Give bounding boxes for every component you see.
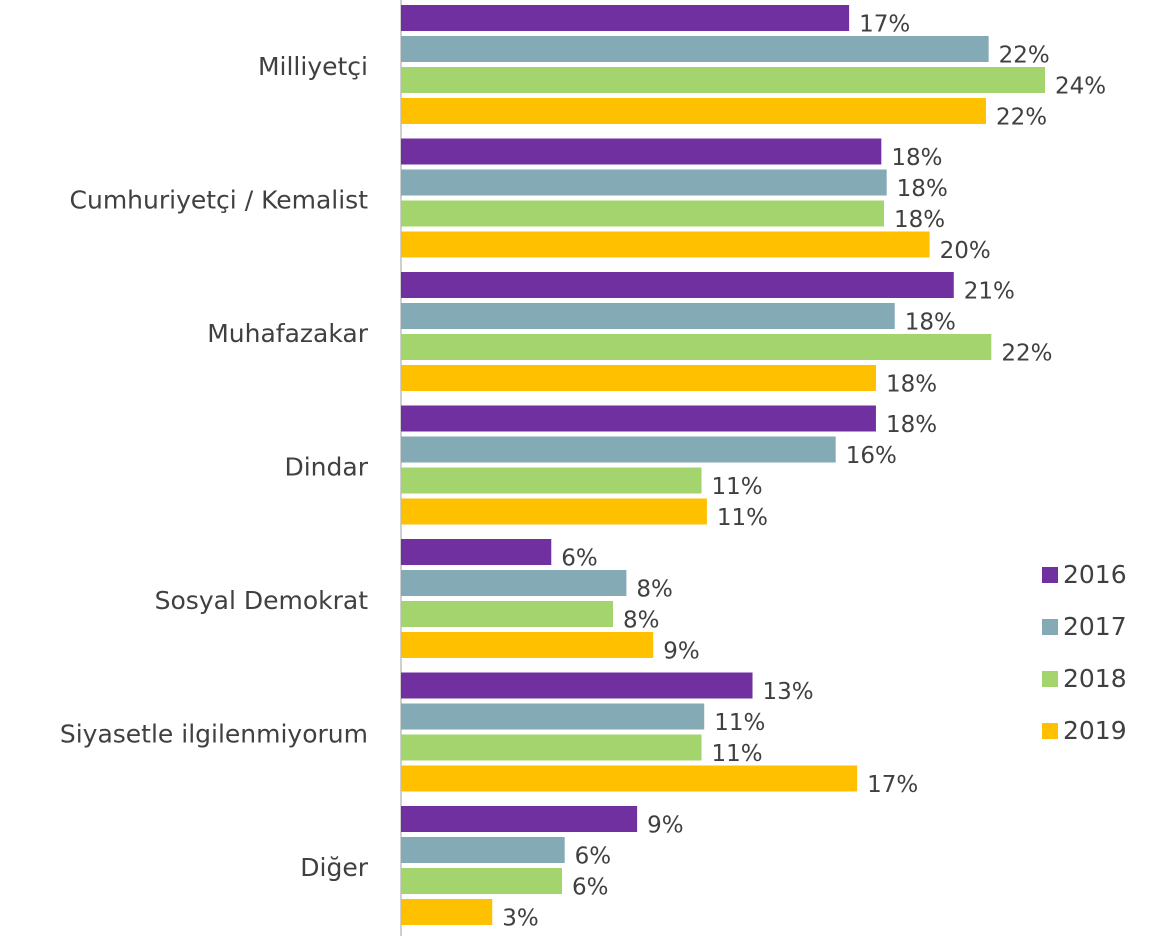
bar [401,868,562,894]
value-label: 20% [940,238,991,264]
value-label: 17% [867,772,918,798]
bar [401,138,882,165]
category-label: Siyasetle ilgilenmiyorum [60,720,368,749]
legend-swatch [1042,671,1058,687]
bar [401,5,850,31]
legend-label: 2016 [1063,560,1127,589]
bar [401,36,989,62]
value-label: 6% [575,844,612,870]
bar [401,498,707,525]
bar [401,405,876,432]
bar [401,837,565,863]
value-label: 17% [859,12,910,38]
value-label: 9% [663,639,700,665]
bar [401,570,627,596]
value-label: 18% [894,207,945,233]
category-label: Milliyetçi [258,52,368,81]
value-label: 8% [623,608,660,634]
value-label: 18% [886,412,937,438]
bar [401,632,654,658]
bar [401,67,1045,93]
bar [401,734,702,761]
bar [401,334,992,360]
category-label: Dindar [284,453,368,482]
legend-swatch [1042,619,1058,635]
value-label: 22% [1001,341,1052,367]
bar [401,272,954,298]
value-label: 8% [636,577,673,603]
legend-swatch [1042,567,1058,583]
bar [401,436,836,463]
bar [401,899,493,925]
value-label: 22% [999,43,1050,69]
category-label: Diğer [300,853,368,882]
category-label: Cumhuriyetçi / Kemalist [70,186,369,215]
bar [401,98,986,124]
bar [401,200,884,227]
category-label: Sosyal Demokrat [155,586,369,615]
bar [401,169,887,196]
value-label: 24% [1055,74,1106,100]
bar [401,467,702,494]
bar [401,765,858,792]
value-label: 13% [763,679,814,705]
value-label: 11% [717,505,768,531]
value-label: 18% [905,310,956,336]
value-label: 18% [897,176,948,202]
bar [401,601,613,627]
legend-label: 2018 [1063,664,1127,693]
legend-label: 2019 [1063,716,1127,745]
value-label: 22% [996,105,1047,131]
value-label: 6% [561,546,598,572]
value-label: 18% [886,372,937,398]
bar [401,231,930,258]
bar [401,539,552,565]
value-label: 21% [964,279,1015,305]
bar [401,703,705,730]
bar [401,672,753,699]
value-label: 16% [846,443,897,469]
value-label: 9% [647,813,684,839]
bar [401,303,895,329]
category-label: Muhafazakar [207,319,369,348]
value-label: 11% [712,474,763,500]
legend-label: 2017 [1063,612,1127,641]
value-label: 11% [712,741,763,767]
legend-swatch [1042,723,1058,739]
value-label: 11% [714,710,765,736]
bar [401,365,876,391]
value-label: 3% [502,906,539,932]
value-label: 18% [891,145,942,171]
value-label: 6% [572,875,609,901]
bar [401,806,638,832]
